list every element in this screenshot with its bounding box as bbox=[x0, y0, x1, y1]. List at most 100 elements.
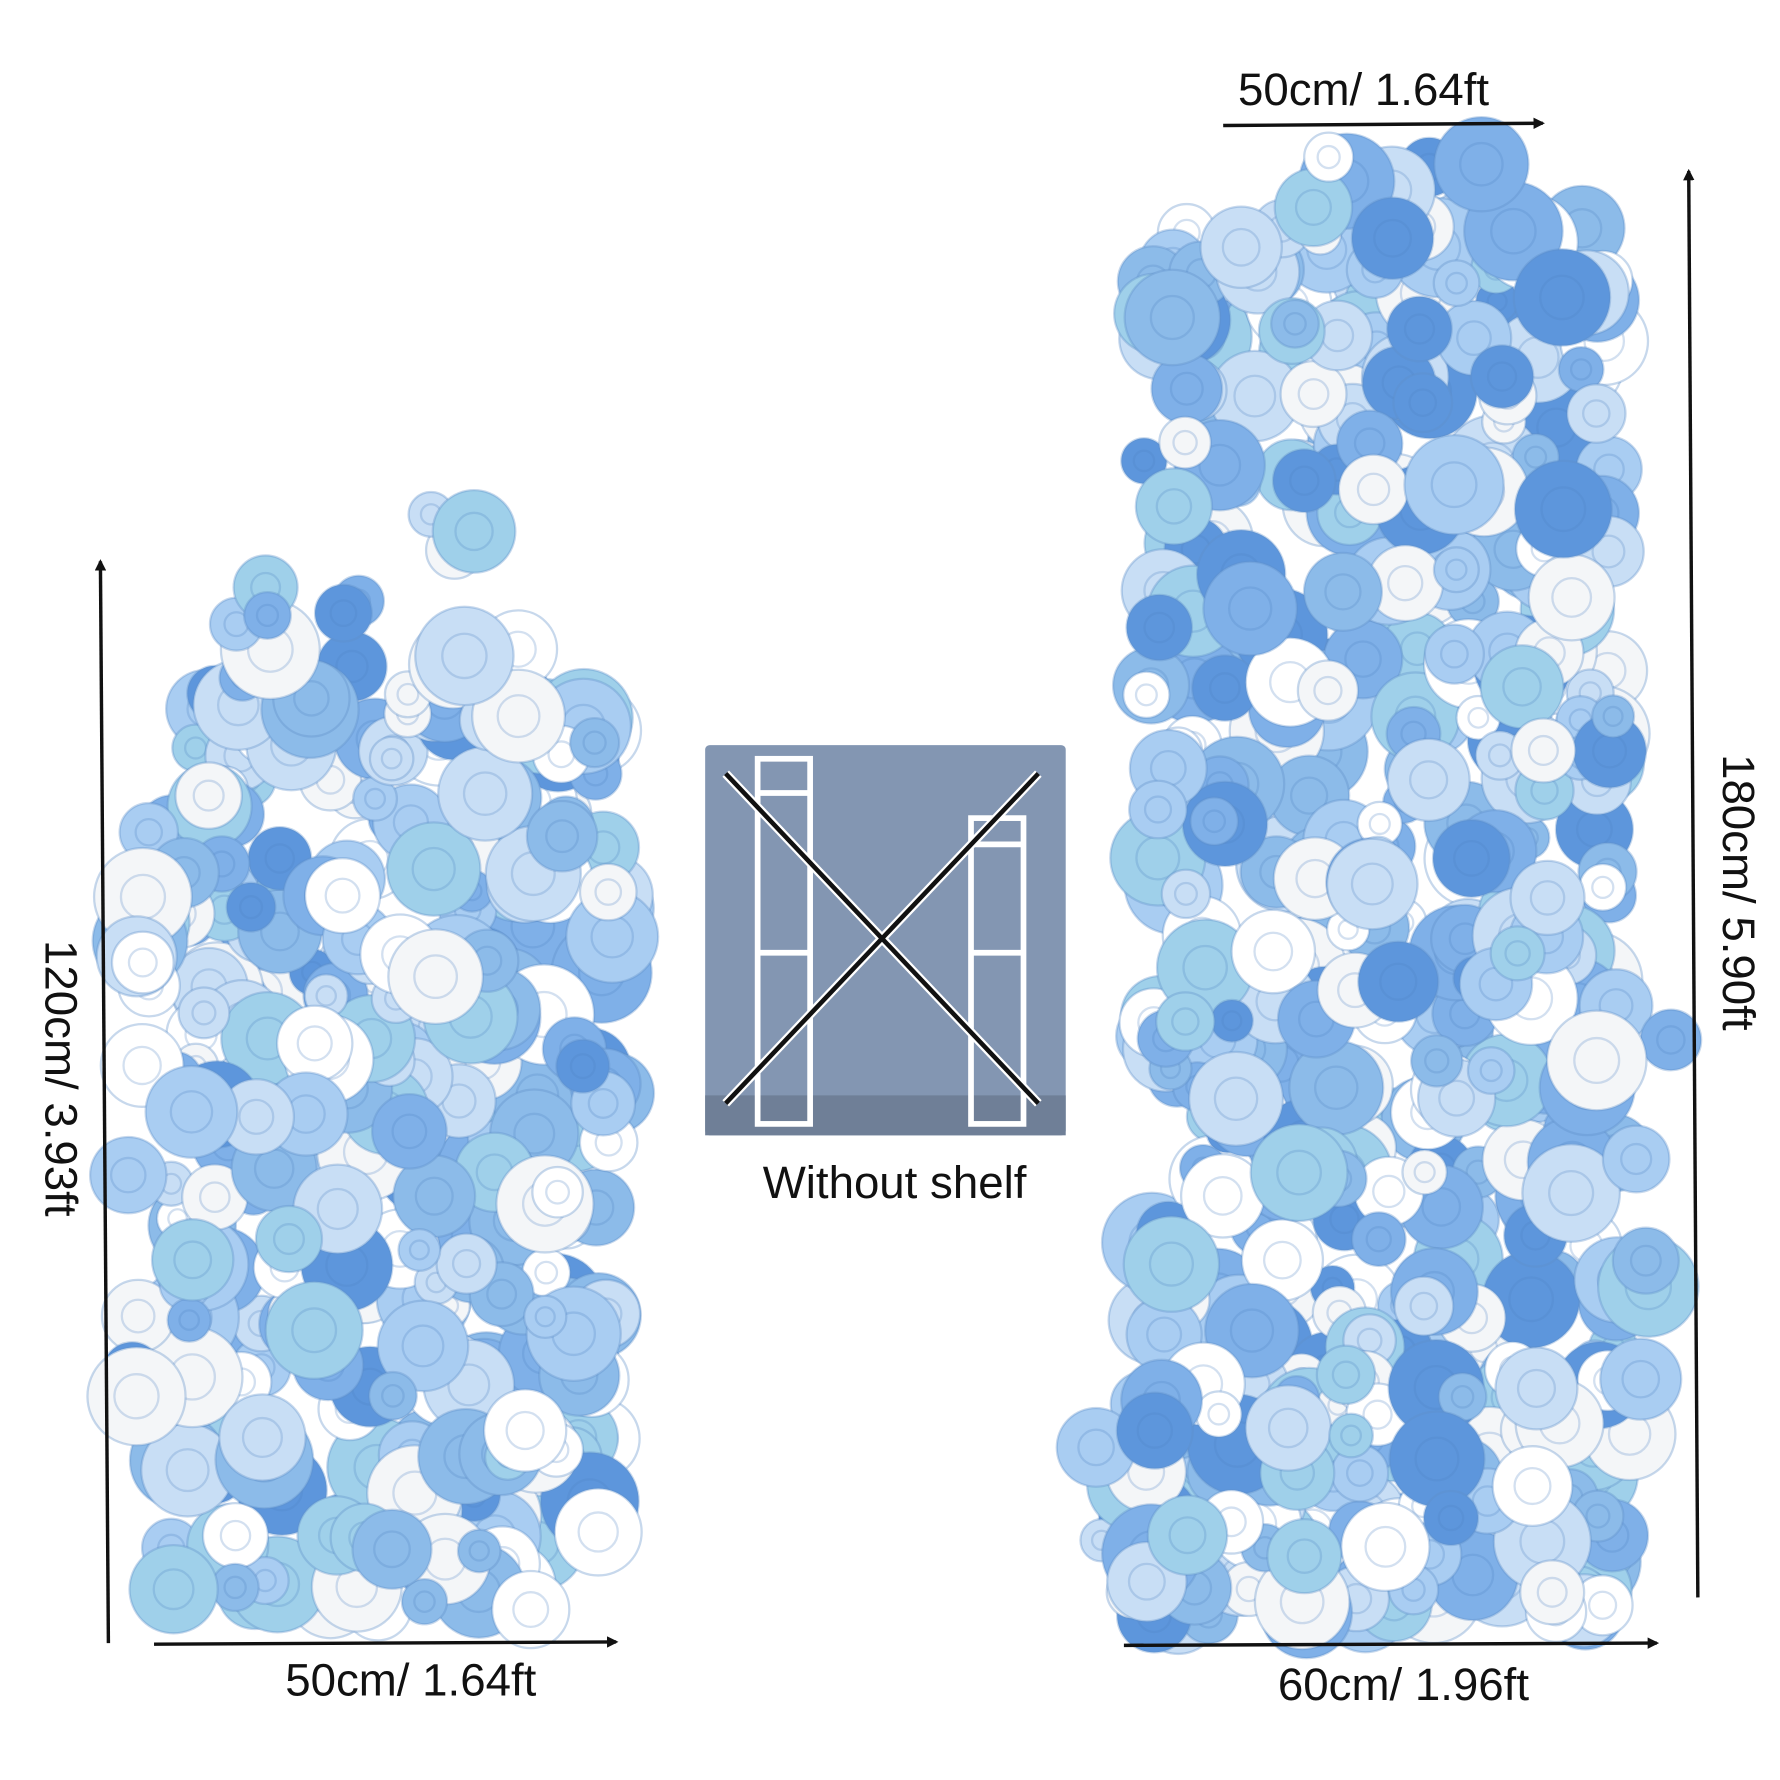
flower bbox=[1431, 818, 1512, 898]
right-bottom-width-label: 60cm/ 1.96ft bbox=[1278, 1659, 1529, 1710]
inset-caption: Without shelf bbox=[763, 1157, 1027, 1208]
right-top-width-arrow bbox=[1223, 117, 1545, 130]
flower-center bbox=[1479, 1058, 1503, 1083]
flower-center bbox=[1276, 1149, 1322, 1196]
flower-center bbox=[122, 1045, 162, 1086]
flower-center bbox=[183, 736, 208, 760]
flower bbox=[1325, 837, 1419, 931]
left-height-arrow bbox=[94, 559, 111, 1644]
flower-center bbox=[1551, 576, 1593, 618]
flower bbox=[1403, 433, 1505, 536]
flower bbox=[351, 1508, 433, 1590]
flower bbox=[370, 1092, 448, 1170]
flower-center bbox=[364, 787, 387, 810]
flower bbox=[431, 488, 517, 574]
flower-center bbox=[534, 1260, 559, 1285]
flower bbox=[1422, 1489, 1480, 1547]
flower-center bbox=[1490, 207, 1537, 255]
flower-center bbox=[373, 1530, 411, 1569]
flower bbox=[400, 1577, 449, 1626]
flower-center bbox=[1602, 705, 1624, 727]
flower-center bbox=[1540, 486, 1587, 533]
flower bbox=[1510, 717, 1577, 784]
flower-center bbox=[1149, 294, 1195, 341]
left-width-label: 50cm/ 1.64ft bbox=[285, 1655, 536, 1706]
flower bbox=[254, 1204, 324, 1274]
flower-center bbox=[462, 771, 508, 816]
flower-center bbox=[451, 1249, 482, 1279]
flower-center bbox=[411, 846, 456, 892]
flower bbox=[1599, 1337, 1683, 1421]
flower-center bbox=[1148, 1241, 1195, 1287]
flower-center bbox=[1587, 1590, 1618, 1620]
flower bbox=[174, 761, 243, 830]
flower bbox=[1410, 1034, 1464, 1088]
flower bbox=[414, 605, 515, 707]
flower-center bbox=[1656, 1025, 1686, 1055]
flower bbox=[303, 857, 382, 935]
flower-center bbox=[1508, 1276, 1555, 1323]
flower bbox=[1527, 553, 1616, 642]
flower-center bbox=[1136, 1412, 1174, 1449]
left-height-label: 120cm/ 3.93ft bbox=[36, 940, 87, 1217]
flower-center bbox=[1629, 1244, 1662, 1277]
flower-center bbox=[165, 1448, 210, 1493]
flower bbox=[1432, 546, 1480, 594]
flower-center bbox=[413, 1590, 436, 1613]
flower-center bbox=[1524, 445, 1548, 469]
flower-center bbox=[1456, 320, 1492, 357]
flower-center bbox=[512, 1591, 550, 1629]
x-mark-icon bbox=[722, 770, 1042, 1107]
flower bbox=[1146, 1494, 1229, 1577]
flower bbox=[1388, 1410, 1486, 1508]
flower-center bbox=[1372, 1174, 1406, 1209]
flower-center bbox=[1171, 1007, 1200, 1036]
flower bbox=[1115, 1391, 1194, 1470]
flower-center bbox=[1438, 1079, 1476, 1117]
flower bbox=[264, 1280, 364, 1380]
flower-center bbox=[447, 1363, 491, 1407]
flower bbox=[568, 717, 621, 769]
flower bbox=[275, 1004, 354, 1083]
flower-center bbox=[120, 1298, 156, 1334]
flower-center bbox=[1233, 374, 1277, 418]
flower-center bbox=[1289, 776, 1329, 815]
flower-center bbox=[1591, 534, 1626, 569]
flower-center bbox=[1345, 1459, 1374, 1487]
flower bbox=[1494, 1346, 1579, 1431]
flower-center bbox=[223, 1575, 247, 1600]
flower bbox=[1122, 1215, 1221, 1313]
flower-center bbox=[1582, 399, 1611, 428]
left-flower-arrangement bbox=[86, 488, 660, 1650]
flower bbox=[1491, 1445, 1574, 1527]
flower-center bbox=[391, 1113, 428, 1150]
flower bbox=[1565, 383, 1627, 444]
flower bbox=[482, 1388, 568, 1473]
flower bbox=[1266, 1518, 1343, 1595]
flower-center bbox=[1132, 449, 1156, 473]
flower-center bbox=[1529, 880, 1566, 916]
flower bbox=[110, 930, 175, 995]
flower-center bbox=[1314, 1065, 1359, 1111]
flower-center bbox=[178, 1309, 201, 1331]
flower-center bbox=[1450, 1385, 1475, 1409]
flower-center bbox=[1424, 1048, 1450, 1074]
flower bbox=[1469, 344, 1535, 409]
flower-center bbox=[109, 1156, 147, 1194]
flower-center bbox=[1437, 1504, 1465, 1532]
flower-center bbox=[1459, 141, 1504, 187]
right-top-width-label: 50cm/ 1.64ft bbox=[1238, 64, 1489, 115]
flower bbox=[1123, 268, 1222, 367]
flower-center bbox=[545, 1179, 571, 1205]
flower-center bbox=[413, 954, 459, 1000]
flower-center bbox=[1227, 586, 1273, 631]
flower bbox=[1128, 779, 1188, 840]
flower bbox=[144, 1064, 239, 1159]
without-shelf-inset: Without shelf bbox=[705, 745, 1066, 1208]
flower-center bbox=[191, 1000, 217, 1026]
flower-center bbox=[1294, 188, 1332, 226]
flower bbox=[1639, 1008, 1703, 1072]
flower-center bbox=[255, 603, 280, 628]
flower bbox=[1302, 551, 1384, 632]
flower-center bbox=[1502, 666, 1542, 707]
